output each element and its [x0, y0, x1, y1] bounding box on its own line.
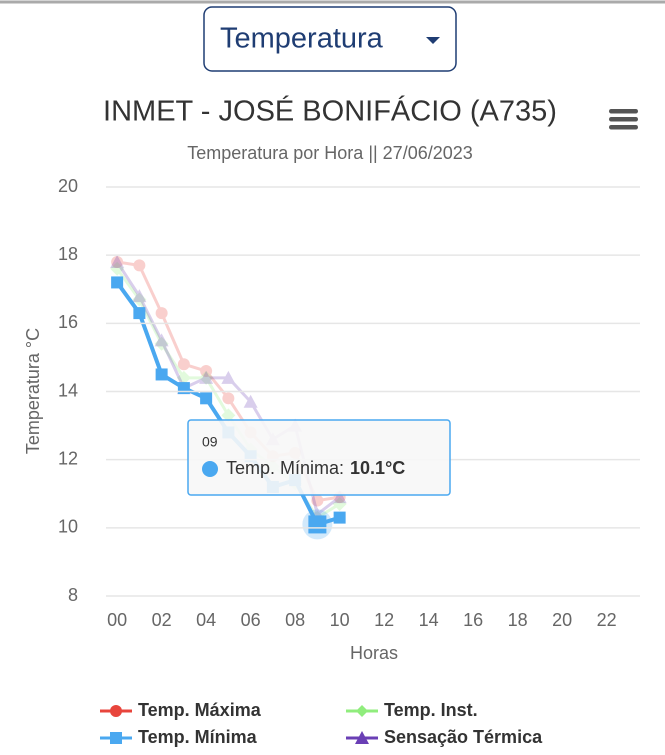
- x-tick-label: 10: [330, 610, 350, 630]
- marker: [111, 255, 124, 268]
- marker: [177, 358, 190, 371]
- marker: [132, 289, 147, 303]
- dropdown-caret: [426, 37, 440, 44]
- y-tick-label: 14: [58, 380, 78, 400]
- dropdown[interactable]: [203, 6, 457, 72]
- dropdown-label: Temperatura: [220, 23, 384, 55]
- x-axis-title: Horas: [350, 643, 398, 663]
- marker: [199, 370, 214, 385]
- legend-symbol: [110, 705, 122, 717]
- y-tick-label: 12: [58, 448, 78, 468]
- legend-symbol: [356, 705, 368, 717]
- legend-label: Sensação Térmica: [384, 727, 543, 747]
- x-tick-label: 20: [552, 610, 572, 630]
- x-tick-label: 02: [152, 610, 172, 630]
- marker: [221, 408, 236, 423]
- x-tick-label: 04: [196, 610, 216, 630]
- marker: [221, 370, 236, 384]
- legend-item[interactable]: Temp. Máxima: [100, 700, 262, 720]
- marker: [243, 394, 258, 408]
- marker: [154, 336, 169, 351]
- marker: [154, 333, 169, 347]
- legend-label: Temp. Inst.: [384, 700, 478, 720]
- menu-button[interactable]: [609, 109, 638, 130]
- legend-item[interactable]: Temp. Inst.: [346, 700, 478, 720]
- legend-symbol: [110, 732, 122, 744]
- marker: [132, 292, 147, 307]
- menu-bar: [609, 125, 638, 130]
- y-tick-label: 18: [58, 244, 78, 264]
- legend-label: Temp. Máxima: [138, 700, 262, 720]
- marker: [110, 261, 125, 276]
- marker: [308, 515, 327, 534]
- marker: [155, 368, 168, 381]
- y-tick-label: 20: [58, 176, 78, 196]
- tooltip-header: 09: [202, 434, 218, 450]
- marker: [311, 494, 324, 507]
- x-tick-label: 08: [285, 610, 305, 630]
- marker: [110, 254, 125, 268]
- y-tick-label: 10: [58, 517, 78, 537]
- marker: [177, 382, 190, 395]
- chart-title: INMET - JOSÉ BONIFÁCIO (A735): [103, 95, 557, 128]
- tooltip: 09 Temp. Mínima: 10.1°C: [187, 419, 451, 496]
- marker: [200, 365, 213, 378]
- legend-item[interactable]: Temp. Mínima: [100, 727, 258, 747]
- tooltip-series: Temp. Mínima:: [226, 458, 344, 478]
- legend-label: Temp. Mínima: [138, 727, 258, 747]
- x-tick-label: 16: [463, 610, 483, 630]
- x-tick-label: 22: [597, 610, 617, 630]
- legend-symbol: [355, 731, 369, 744]
- menu-bar: [609, 109, 638, 114]
- marker: [199, 370, 214, 384]
- marker: [155, 307, 168, 320]
- x-tick-label: 12: [374, 610, 394, 630]
- marker: [133, 259, 146, 272]
- x-tick-label: 00: [107, 610, 127, 630]
- tooltip-value: 10.1°C: [350, 458, 405, 478]
- marker: [200, 392, 213, 405]
- tooltip-dot: [202, 461, 218, 477]
- chart-subtitle: Temperatura por Hora || 27/06/2023: [187, 143, 473, 163]
- tooltip-box: [187, 419, 451, 496]
- y-tick-label: 16: [58, 312, 78, 332]
- marker: [332, 490, 347, 504]
- marker: [176, 370, 191, 385]
- marker: [133, 307, 146, 320]
- tooltip-text: Temp. Mínima: 10.1°C: [226, 458, 405, 478]
- x-tick-label: 14: [419, 610, 439, 630]
- x-tick-label: 18: [508, 610, 528, 630]
- plot: [110, 254, 347, 540]
- y-axis-title: Temperatura °C: [23, 328, 43, 454]
- marker: [222, 392, 235, 405]
- marker: [111, 276, 124, 289]
- x-tick-label: 06: [241, 610, 261, 630]
- y-tick-label: 8: [68, 585, 78, 605]
- legend-item[interactable]: Sensação Térmica: [346, 727, 543, 747]
- menu-bar: [609, 117, 638, 122]
- marker: [333, 511, 346, 524]
- marker: [332, 496, 347, 511]
